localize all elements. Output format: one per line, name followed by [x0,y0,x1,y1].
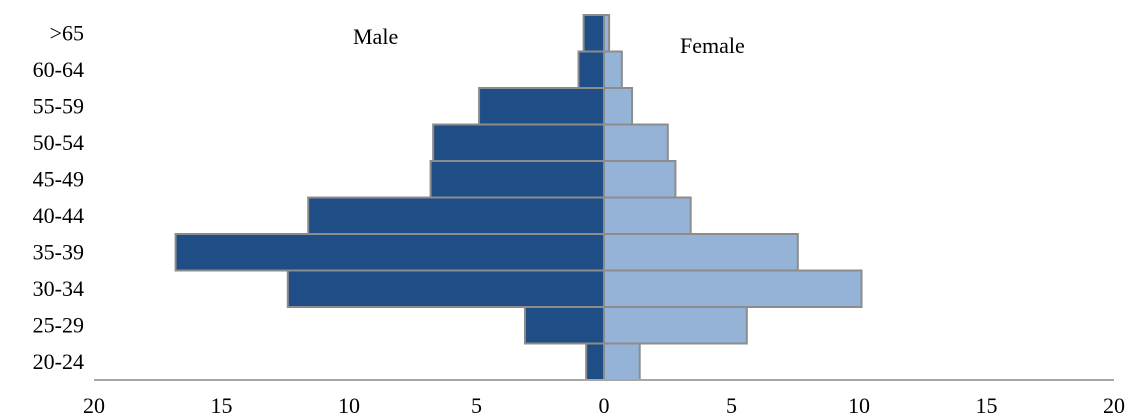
category-label: 55-59 [33,93,84,118]
bar-male-3539 [174,233,605,272]
bar-female-3539 [603,233,799,272]
bar-male-65 [582,14,605,53]
x-tick-label: 15 [976,393,998,418]
category-label: 20-24 [33,349,84,374]
category-label: 25-29 [33,312,84,337]
series-label-male: Male [353,24,398,49]
bar-male-5054 [432,123,605,162]
x-tick-label: 5 [726,393,737,418]
x-tick-label: 0 [599,393,610,418]
x-tick-label: 5 [471,393,482,418]
bar-female-3034 [603,269,863,308]
category-label: 60-64 [33,57,84,82]
bar-male-6064 [577,50,605,89]
bar-male-5559 [478,87,605,126]
bar-female-5559 [603,87,634,126]
bar-male-4044 [307,196,605,235]
bar-female-6064 [603,50,623,89]
bar-female-5054 [603,123,669,162]
x-tick-labels: 20 15 10 5 0 5 10 15 20 [83,393,1125,418]
bar-female-4549 [603,160,677,199]
series-labels: Male Female [353,24,745,58]
category-label: 30-34 [33,276,84,301]
category-label: 50-54 [33,130,84,155]
x-tick-label: 20 [1103,393,1125,418]
bar-male-2024 [585,342,606,381]
category-labels: 20-24 25-29 30-34 35-39 40-44 45-49 50-54 55-59… [33,20,84,374]
bar-female-2024 [603,342,641,381]
x-tick-label: 10 [338,393,360,418]
category-label: 40-44 [33,203,84,228]
x-tick-label: 15 [211,393,233,418]
bar-female-65 [603,14,611,53]
bars-group [174,14,863,381]
category-label: 35-39 [33,239,84,264]
bar-female-4044 [603,196,692,235]
x-tick-label: 10 [848,393,870,418]
bar-male-3034 [286,269,605,308]
x-tick-label: 20 [83,393,105,418]
bar-female-2529 [603,306,748,345]
category-label: >65 [50,20,84,45]
category-label: 45-49 [33,166,84,191]
series-label-female: Female [680,33,745,58]
bar-male-4549 [429,160,605,199]
bar-male-2529 [523,306,606,345]
